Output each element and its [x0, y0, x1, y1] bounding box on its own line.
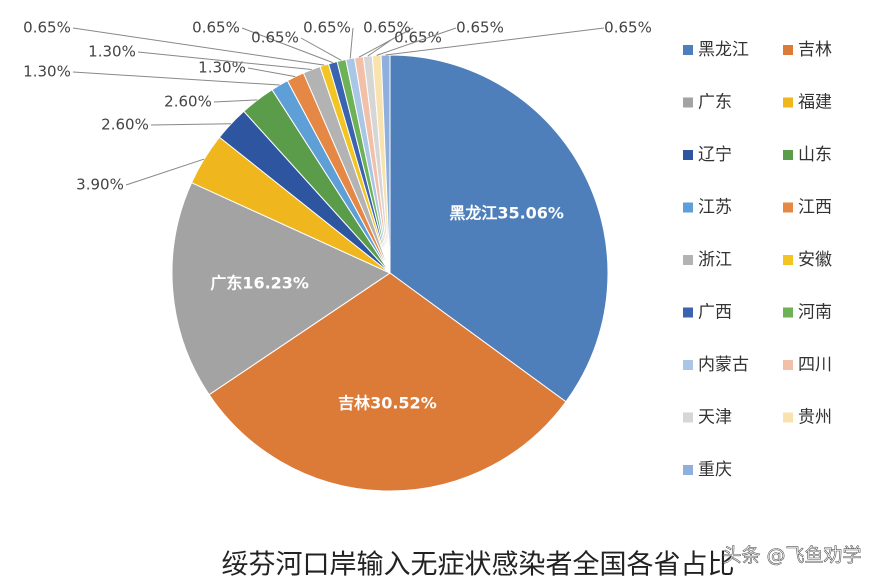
- legend-label: 山东: [798, 145, 832, 165]
- data-label: 0.65%: [363, 19, 411, 37]
- leader-line: [385, 27, 605, 56]
- watermark: 头条 @飞鱼劝学: [722, 545, 861, 567]
- legend-swatch: [783, 255, 793, 265]
- legend-swatch: [683, 150, 693, 160]
- legend-label: 浙江: [698, 250, 732, 270]
- leader-line: [72, 27, 325, 66]
- data-label: 吉林30.52%: [338, 393, 437, 412]
- legend-swatch: [783, 202, 793, 213]
- leader-line: [72, 71, 280, 86]
- leader-line: [213, 99, 258, 103]
- legend-swatch: [683, 97, 693, 108]
- legend-swatch: [683, 360, 693, 370]
- leader-line: [376, 27, 457, 56]
- leader-line: [358, 27, 414, 58]
- data-label: 黑龙江35.06%: [449, 203, 564, 222]
- data-label: 3.90%: [76, 176, 124, 194]
- legend-label: 贵州: [798, 408, 832, 428]
- legend-swatch: [783, 150, 793, 160]
- data-label: 0.65%: [23, 19, 71, 37]
- leader-line: [300, 37, 342, 61]
- legend-label: 辽宁: [698, 145, 732, 165]
- data-label: 1.30%: [23, 63, 71, 81]
- leader-line: [247, 67, 296, 78]
- data-label: 2.60%: [164, 93, 212, 111]
- data-label: 0.65%: [192, 19, 240, 37]
- leader-line: [125, 158, 205, 186]
- data-label: 0.65%: [456, 19, 504, 37]
- legend-label: 重庆: [698, 460, 732, 480]
- legend-label: 内蒙古: [698, 355, 749, 375]
- legend-swatch: [683, 45, 693, 55]
- data-label: 0.65%: [394, 29, 442, 47]
- legend-swatch: [683, 465, 693, 475]
- data-label: 0.65%: [251, 29, 299, 47]
- legend-swatch: [783, 307, 793, 318]
- legend-label: 江苏: [698, 198, 732, 218]
- legend-swatch: [783, 97, 793, 108]
- legend-label: 福建: [798, 93, 832, 113]
- legend-label: 广东: [698, 93, 732, 113]
- pie-slice: [208, 272, 567, 492]
- leader-line: [137, 51, 312, 71]
- legend-label: 四川: [798, 355, 832, 375]
- leader-line: [241, 27, 333, 64]
- pie-slice: [380, 54, 391, 274]
- pie-slice: [171, 181, 392, 396]
- legend-label: 安徽: [798, 250, 832, 270]
- chart-title: 绥芬河口岸输入无症状感染者全国各省占比: [222, 550, 735, 581]
- leader-line: [349, 27, 354, 59]
- legend-label: 江西: [798, 198, 832, 218]
- data-label: 1.30%: [88, 43, 136, 61]
- leader-line: [367, 37, 395, 57]
- legend-swatch: [783, 45, 793, 55]
- legend-swatch: [683, 412, 693, 423]
- data-label: 0.65%: [604, 19, 652, 37]
- pie-slice: [389, 54, 609, 403]
- legend-label: 吉林: [798, 40, 832, 60]
- legend-label: 天津: [698, 408, 732, 428]
- data-label: 0.65%: [303, 19, 351, 37]
- legend-label: 广西: [698, 303, 732, 323]
- data-label: 2.60%: [101, 116, 149, 134]
- legend-swatch: [683, 202, 693, 213]
- data-label: 1.30%: [198, 59, 246, 77]
- legend-swatch: [783, 360, 793, 370]
- legend-label: 河南: [798, 303, 832, 323]
- legend-swatch: [683, 307, 693, 318]
- legend-swatch: [683, 255, 693, 265]
- data-label: 广东16.23%: [210, 273, 309, 292]
- legend-swatch: [783, 412, 793, 423]
- leader-line: [150, 123, 232, 126]
- legend-label: 黑龙江: [698, 40, 749, 60]
